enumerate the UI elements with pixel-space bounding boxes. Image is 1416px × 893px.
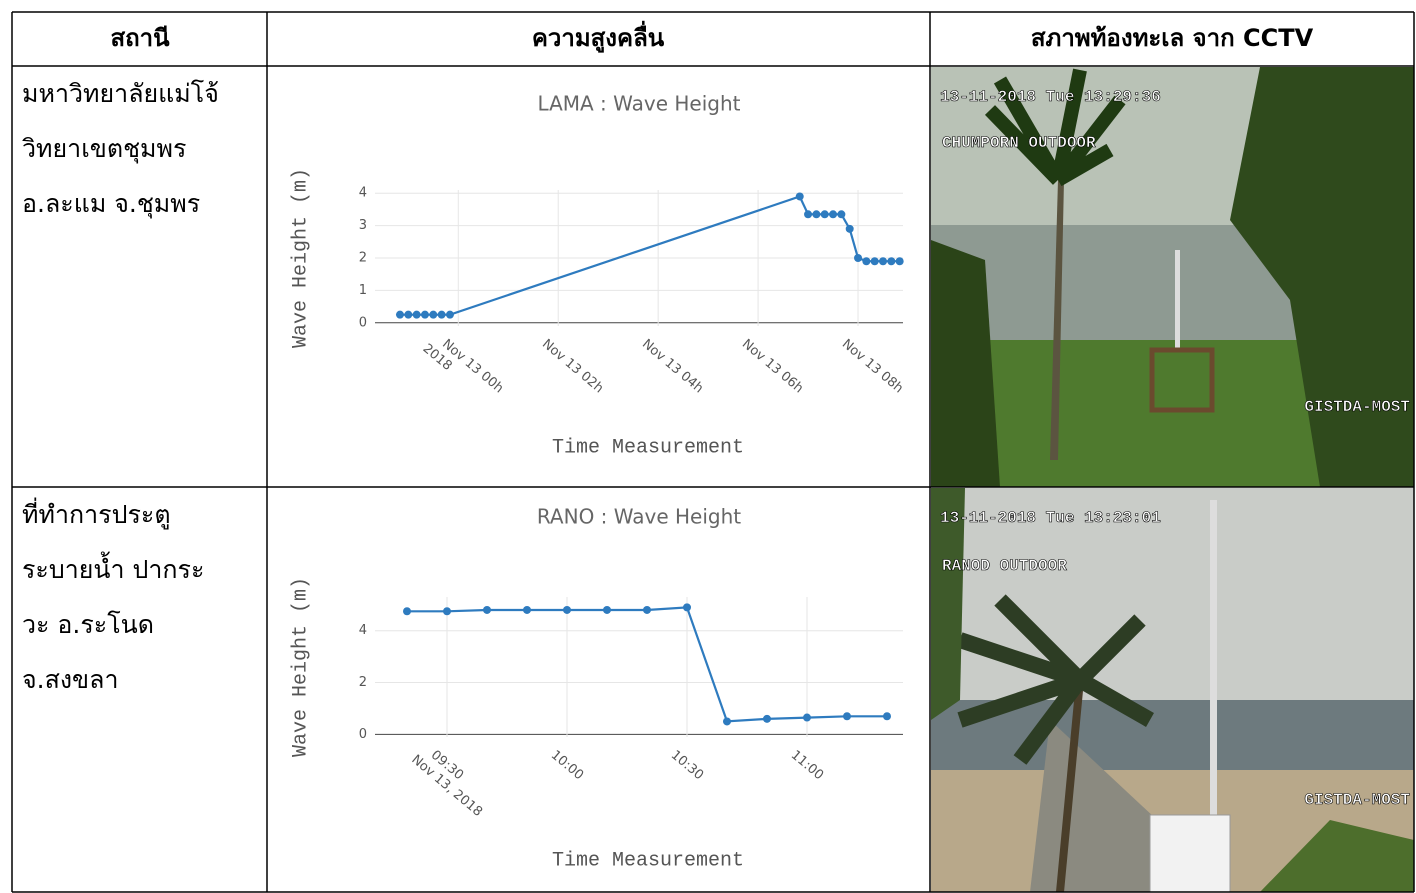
station-name: อ.ละแม จ.ชุมพร (22, 189, 200, 219)
y-tick-label: 2 (359, 675, 367, 690)
data-point (821, 210, 829, 218)
y-tick-label: 1 (359, 283, 367, 298)
data-point (796, 192, 804, 200)
page: สถานี ความสูงคลื่น สภาพท้องทะเล จาก CCTV… (0, 0, 1416, 893)
data-point (854, 254, 862, 262)
data-point (443, 607, 451, 615)
x-tick-label: Nov 13 02h (539, 336, 606, 396)
data-point (396, 311, 404, 319)
data-point (879, 257, 887, 265)
data-point (846, 225, 854, 233)
data-point (843, 712, 851, 720)
x-tick-label: 11:00 (788, 747, 826, 783)
data-point (643, 606, 651, 614)
series-line (407, 607, 887, 721)
data-point (837, 210, 845, 218)
data-point (803, 714, 811, 722)
cctv-watermark: GISTDA-MOST (1304, 398, 1410, 416)
station-name: ระบายน้ำ ปากระ (22, 551, 204, 584)
data-point (403, 607, 411, 615)
data-point (404, 311, 412, 319)
x-axis-title: Time Measurement (552, 849, 744, 872)
data-point (883, 712, 891, 720)
data-point (446, 311, 454, 319)
data-point (723, 717, 731, 725)
y-tick-label: 0 (359, 727, 367, 742)
cctv-image (931, 67, 1414, 487)
cctv-camera: RANOD OUTDOOR (942, 557, 1067, 575)
cctv-image (931, 488, 1414, 892)
data-point (862, 257, 870, 265)
station-name: วะ อ.ระโนด (22, 610, 154, 639)
x-tick-label: 10:30 (668, 747, 706, 783)
data-point (603, 606, 611, 614)
data-point (804, 210, 812, 218)
x-tick-label: Nov 13 06h (739, 336, 806, 396)
x-tick-label: Nov 13 00h2018 (420, 329, 507, 409)
data-point (438, 311, 446, 319)
x-tick-label: Nov 13 08h (839, 336, 906, 396)
column-header: ความสูงคลื่น (532, 20, 665, 53)
x-tick-label: 10:00 (548, 747, 586, 783)
cctv-camera: CHUMPORN OUTDOOR (942, 134, 1096, 152)
x-axis-title: Time Measurement (552, 436, 744, 459)
data-point (871, 257, 879, 265)
chart-title: RANO : Wave Height (537, 505, 741, 529)
data-point (421, 311, 429, 319)
chart-title: LAMA : Wave Height (537, 92, 740, 116)
column-header: สถานี (110, 24, 170, 52)
station-name: มหาวิทยาลัยแม่โจ้ (22, 79, 219, 108)
y-axis-title: Wave Height (m) (289, 168, 312, 348)
cctv-timestamp: 13-11-2018 Tue 13:29:36 (940, 88, 1161, 106)
y-tick-label: 0 (359, 315, 367, 330)
y-tick-label: 4 (359, 186, 367, 201)
data-point (896, 257, 904, 265)
chart: RANO : Wave Height Wave Height (m) Time Me… (289, 505, 903, 873)
chart: LAMA : Wave Height Wave Height (m) Time Me… (289, 92, 906, 460)
y-tick-label: 2 (359, 251, 367, 266)
y-tick-label: 3 (359, 218, 367, 233)
data-point (483, 606, 491, 614)
y-tick-label: 4 (359, 623, 367, 638)
data-point (683, 603, 691, 611)
data-point (523, 606, 531, 614)
station-name: ที่ทำการประตู (22, 497, 171, 530)
x-tick-label: 09:30Nov 13, 2018 (409, 740, 496, 820)
cctv-timestamp: 13-11-2018 Tue 13:23:01 (940, 509, 1161, 527)
data-point (763, 715, 771, 723)
station-name: จ.สงขลา (22, 665, 119, 694)
station-name: วิทยาเขตชุมพร (22, 134, 186, 164)
cctv-watermark: GISTDA-MOST (1304, 791, 1410, 809)
data-point (429, 311, 437, 319)
data-point (563, 606, 571, 614)
data-point (829, 210, 837, 218)
x-tick-label: Nov 13 04h (639, 336, 706, 396)
y-axis-title: Wave Height (m) (289, 577, 312, 757)
column-header: สภาพท้องทะเล จาก CCTV (1031, 24, 1314, 52)
data-point (887, 257, 895, 265)
data-point (812, 210, 820, 218)
data-point (413, 311, 421, 319)
